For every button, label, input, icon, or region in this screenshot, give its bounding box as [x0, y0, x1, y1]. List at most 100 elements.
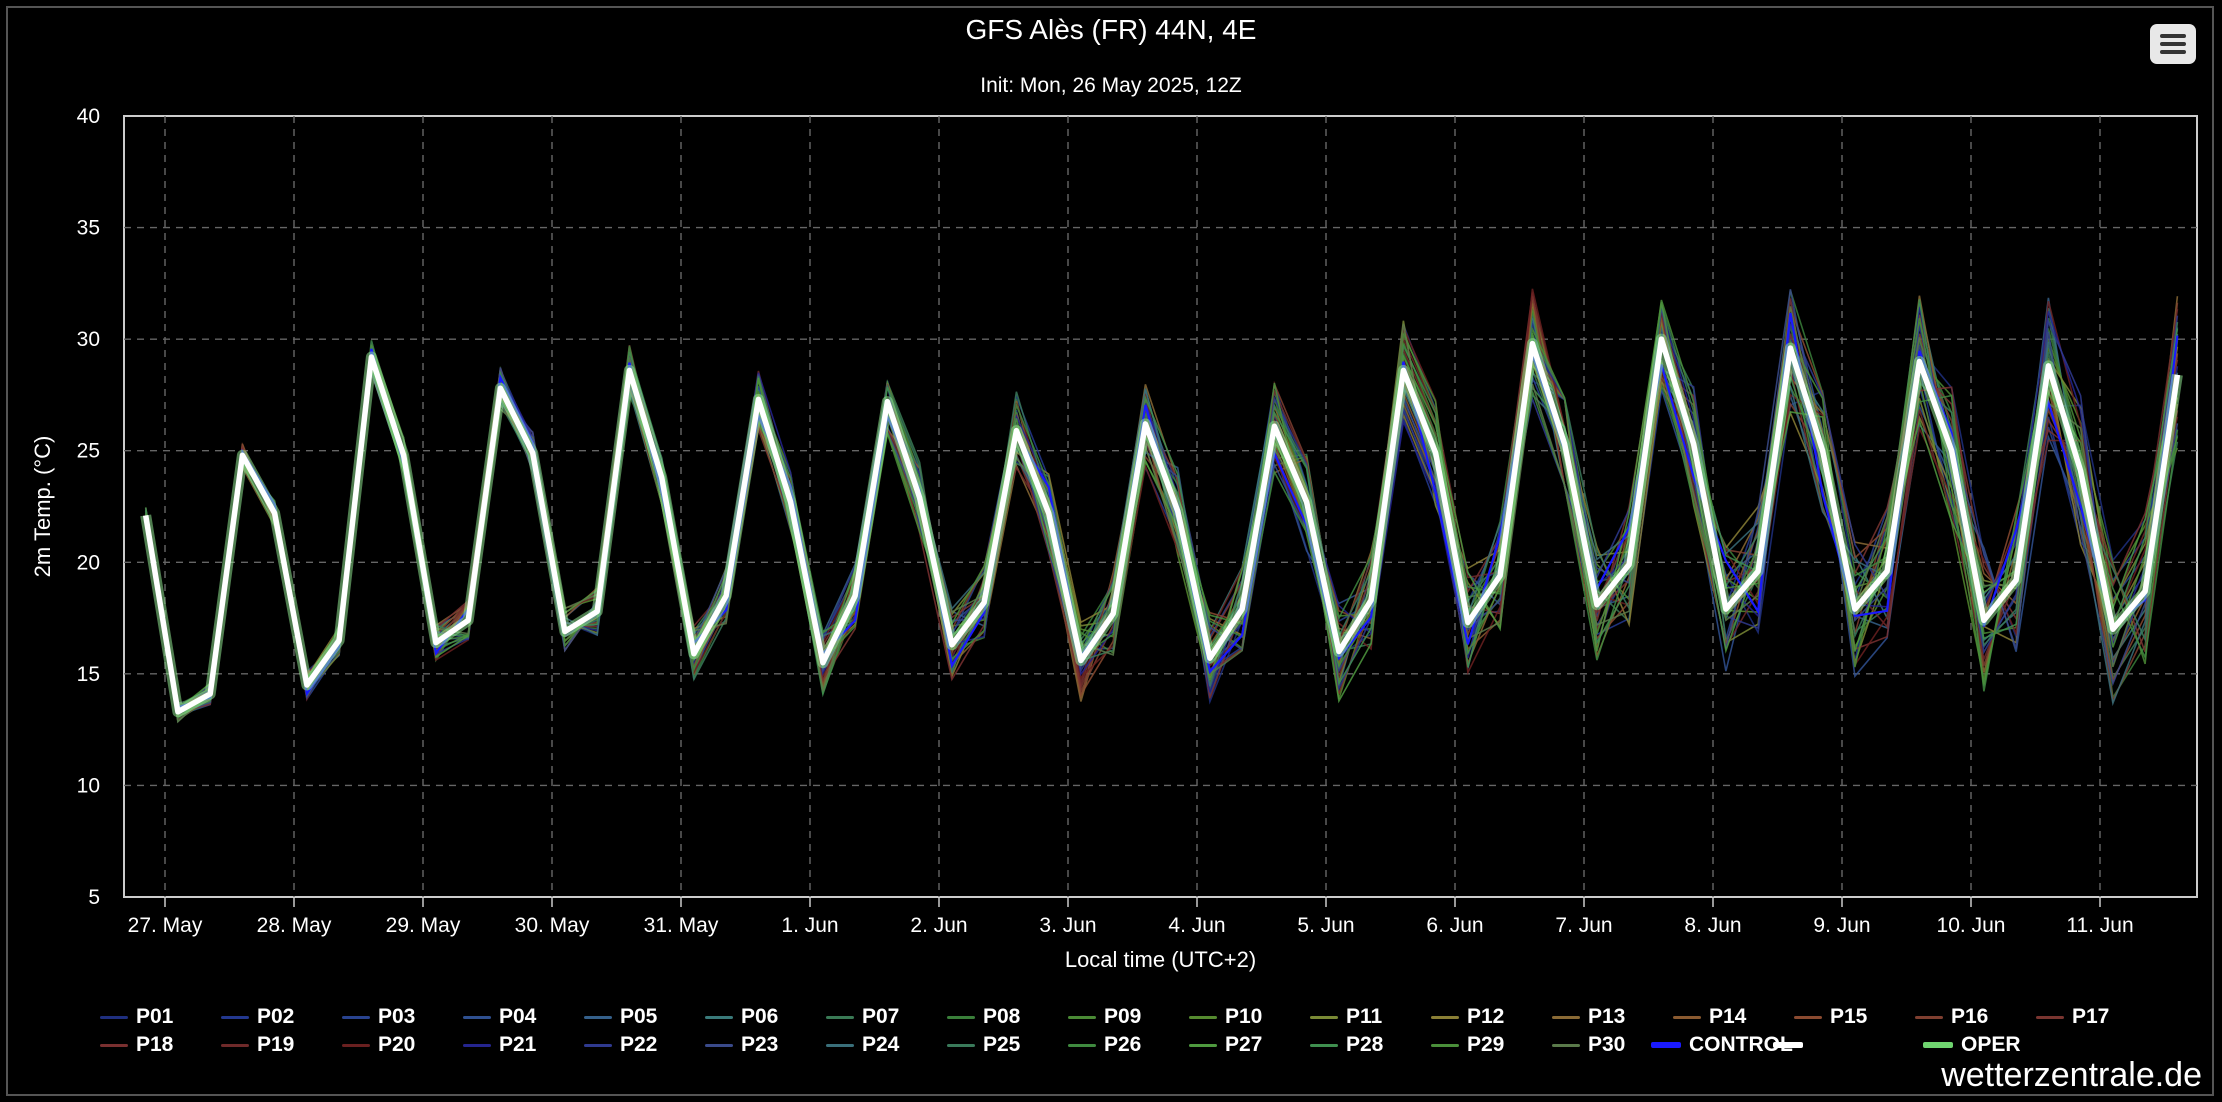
legend-item-p29[interactable]: P29 — [1431, 1032, 1504, 1058]
legend-item-p27[interactable]: P27 — [1189, 1032, 1262, 1058]
x-tick-label: 2. Jun — [910, 914, 967, 937]
legend-item-p25[interactable]: P25 — [947, 1032, 1020, 1058]
legend-label: P21 — [499, 1033, 537, 1056]
legend-label: P07 — [862, 1005, 900, 1028]
legend-label: P14 — [1709, 1005, 1747, 1028]
legend-label: P30 — [1588, 1033, 1626, 1056]
legend-item-control[interactable]: CONTROL — [1651, 1032, 1793, 1058]
legend-label: P25 — [983, 1033, 1021, 1056]
x-tick-label: 27. May — [128, 914, 203, 937]
legend-label: P11 — [1346, 1005, 1383, 1028]
legend-item-p20[interactable]: P20 — [342, 1032, 415, 1058]
y-tick-label: 20 — [77, 551, 100, 574]
legend-item-p30[interactable]: P30 — [1552, 1032, 1625, 1058]
legend-label: P15 — [1830, 1005, 1868, 1028]
x-tick-label: 4. Jun — [1168, 914, 1225, 937]
legend-swatch — [1915, 1015, 1943, 1019]
legend-label: OPER — [1961, 1033, 2021, 1056]
legend-item-p16[interactable]: P16 — [1915, 1004, 1988, 1030]
series-line-p24 — [144, 341, 2179, 719]
legend-item-p21[interactable]: P21 — [463, 1032, 536, 1058]
legend-item-p28[interactable]: P28 — [1310, 1032, 1383, 1058]
legend-label: P22 — [620, 1033, 658, 1056]
legend-label: P24 — [862, 1033, 900, 1056]
legend-item-p26[interactable]: P26 — [1068, 1032, 1141, 1058]
series-line-p02 — [144, 321, 2179, 709]
legend-swatch — [1068, 1015, 1096, 1019]
hamburger-menu-icon[interactable] — [2150, 24, 2196, 64]
series-line-p15 — [144, 307, 2179, 722]
chart-subtitle: Init: Mon, 26 May 2025, 12Z — [980, 74, 1242, 97]
legend-item-p05[interactable]: P05 — [584, 1004, 657, 1030]
legend-item-p17[interactable]: P17 — [2036, 1004, 2109, 1030]
legend-item-p22[interactable]: P22 — [584, 1032, 657, 1058]
series-line-p25 — [144, 304, 2179, 723]
y-tick-label: 40 — [77, 105, 100, 128]
legend-item-p10[interactable]: P10 — [1189, 1004, 1262, 1030]
legend-swatch — [1794, 1015, 1822, 1019]
x-tick-label: 8. Jun — [1684, 914, 1741, 937]
legend-swatch — [826, 1015, 854, 1019]
legend-item-oper-white[interactable] — [1773, 1032, 1811, 1058]
legend-swatch — [947, 1015, 975, 1019]
legend-item-p11[interactable]: P11 — [1310, 1004, 1382, 1030]
legend-label: P28 — [1346, 1033, 1384, 1056]
legend-item-p04[interactable]: P04 — [463, 1004, 536, 1030]
legend-label: P23 — [741, 1033, 779, 1056]
series-line-p23 — [144, 289, 2179, 715]
legend-swatch — [1651, 1042, 1681, 1048]
legend-item-p12[interactable]: P12 — [1431, 1004, 1504, 1030]
footer-site-name: wetterzentrale.de — [1941, 1056, 2202, 1094]
legend-swatch — [100, 1015, 128, 1019]
series-line-p03 — [144, 325, 2179, 713]
legend-swatch — [1923, 1042, 1953, 1048]
y-tick-label: 25 — [77, 440, 100, 463]
legend-label: P26 — [1104, 1033, 1142, 1056]
series-line-p09 — [144, 321, 2179, 718]
plot-border — [123, 115, 2198, 898]
legend-swatch — [826, 1043, 854, 1047]
legend-label: P05 — [620, 1005, 658, 1028]
y-tick-label: 30 — [77, 328, 100, 351]
legend-swatch — [221, 1043, 249, 1047]
x-tick-label: 10. Jun — [1937, 914, 2006, 937]
series-line-p07 — [144, 318, 2179, 709]
legend-item-p15[interactable]: P15 — [1794, 1004, 1867, 1030]
legend-item-p02[interactable]: P02 — [221, 1004, 294, 1030]
legend-label: P20 — [378, 1033, 416, 1056]
x-tick-label: 30. May — [515, 914, 590, 937]
legend-item-p23[interactable]: P23 — [705, 1032, 778, 1058]
legend-item-p06[interactable]: P06 — [705, 1004, 778, 1030]
legend-label: P29 — [1467, 1033, 1505, 1056]
legend-item-p09[interactable]: P09 — [1068, 1004, 1141, 1030]
legend-swatch — [1310, 1015, 1338, 1019]
legend-swatch — [342, 1043, 370, 1047]
x-tick-label: 28. May — [257, 914, 332, 937]
legend-item-p03[interactable]: P03 — [342, 1004, 415, 1030]
legend-swatch — [705, 1015, 733, 1019]
series-line-p11 — [144, 316, 2179, 706]
legend-label: P17 — [2072, 1005, 2110, 1028]
legend-item-p08[interactable]: P08 — [947, 1004, 1020, 1030]
y-tick-label: 35 — [77, 217, 100, 240]
x-tick-label: 6. Jun — [1426, 914, 1483, 937]
legend-item-p19[interactable]: P19 — [221, 1032, 294, 1058]
legend-label: P02 — [257, 1005, 295, 1028]
legend-swatch — [1189, 1043, 1217, 1047]
legend-swatch — [1552, 1043, 1580, 1047]
legend-swatch — [584, 1043, 612, 1047]
legend-swatch — [1773, 1042, 1803, 1048]
legend-item-p24[interactable]: P24 — [826, 1032, 899, 1058]
legend-swatch — [463, 1015, 491, 1019]
legend-item-oper[interactable]: OPER — [1923, 1032, 2021, 1058]
legend-item-p01[interactable]: P01 — [100, 1004, 173, 1030]
legend-item-p07[interactable]: P07 — [826, 1004, 899, 1030]
legend-swatch — [705, 1043, 733, 1047]
legend-label: P03 — [378, 1005, 416, 1028]
y-tick-label: 10 — [77, 774, 100, 797]
legend-item-p18[interactable]: P18 — [100, 1032, 173, 1058]
legend-item-p13[interactable]: P13 — [1552, 1004, 1625, 1030]
legend-item-p14[interactable]: P14 — [1673, 1004, 1746, 1030]
legend-swatch — [1431, 1043, 1459, 1047]
x-axis-label: Local time (UTC+2) — [1065, 947, 1256, 972]
